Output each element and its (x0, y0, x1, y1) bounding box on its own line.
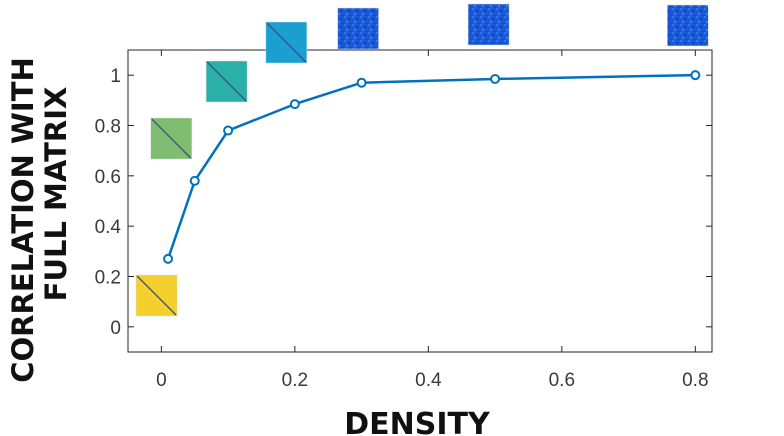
data-point (490, 73, 501, 84)
matrix-thumbnail (667, 4, 709, 47)
data-point (690, 70, 701, 81)
matrix-thumbnail (337, 7, 379, 50)
matrix-thumbnail (150, 117, 192, 160)
data-point (223, 125, 234, 136)
x-tick-label: 0 (156, 370, 167, 391)
matrix-diagonal (151, 118, 192, 159)
x-tick-label: 0.6 (549, 370, 575, 391)
axis-titles: DENSITY CORRELATION WITH FULL MATRIX (6, 57, 491, 436)
matrix-thumbnail (265, 21, 308, 64)
y-axis-ticks: 0 0.2 0.4 0.6 0.8 1 (95, 66, 712, 339)
matrix-thumbnail (205, 60, 248, 103)
matrix-thumbnail (467, 3, 510, 46)
data-point (289, 99, 300, 110)
matrix-diagonal (136, 275, 177, 316)
matrix-diagonal (206, 61, 247, 102)
data-point (189, 175, 200, 186)
y-tick-label: 0.8 (95, 117, 121, 138)
x-tick-label: 0.8 (682, 370, 708, 391)
series-layer (163, 70, 701, 264)
y-axis-title-line-1: CORRELATION WITH (6, 57, 40, 383)
y-tick-label: 1 (110, 66, 121, 87)
y-tick-label: 0.6 (95, 167, 121, 188)
x-axis-title: DENSITY (344, 407, 491, 436)
data-point (356, 77, 367, 88)
y-axis-title-line-2: FULL MATRIX (39, 87, 73, 302)
y-tick-label: 0 (110, 318, 121, 339)
x-tick-label: 0.2 (282, 370, 308, 391)
y-tick-label: 0.4 (95, 217, 122, 238)
matrix-thumbnails (135, 3, 709, 317)
data-point (163, 253, 174, 264)
matrix-thumbnail (135, 274, 178, 317)
x-axis-ticks: 0 0.2 0.4 0.6 0.8 (156, 50, 709, 391)
x-tick-label: 0.4 (415, 370, 442, 391)
y-tick-label: 0.2 (95, 268, 121, 289)
matrix-diagonal (266, 22, 307, 63)
